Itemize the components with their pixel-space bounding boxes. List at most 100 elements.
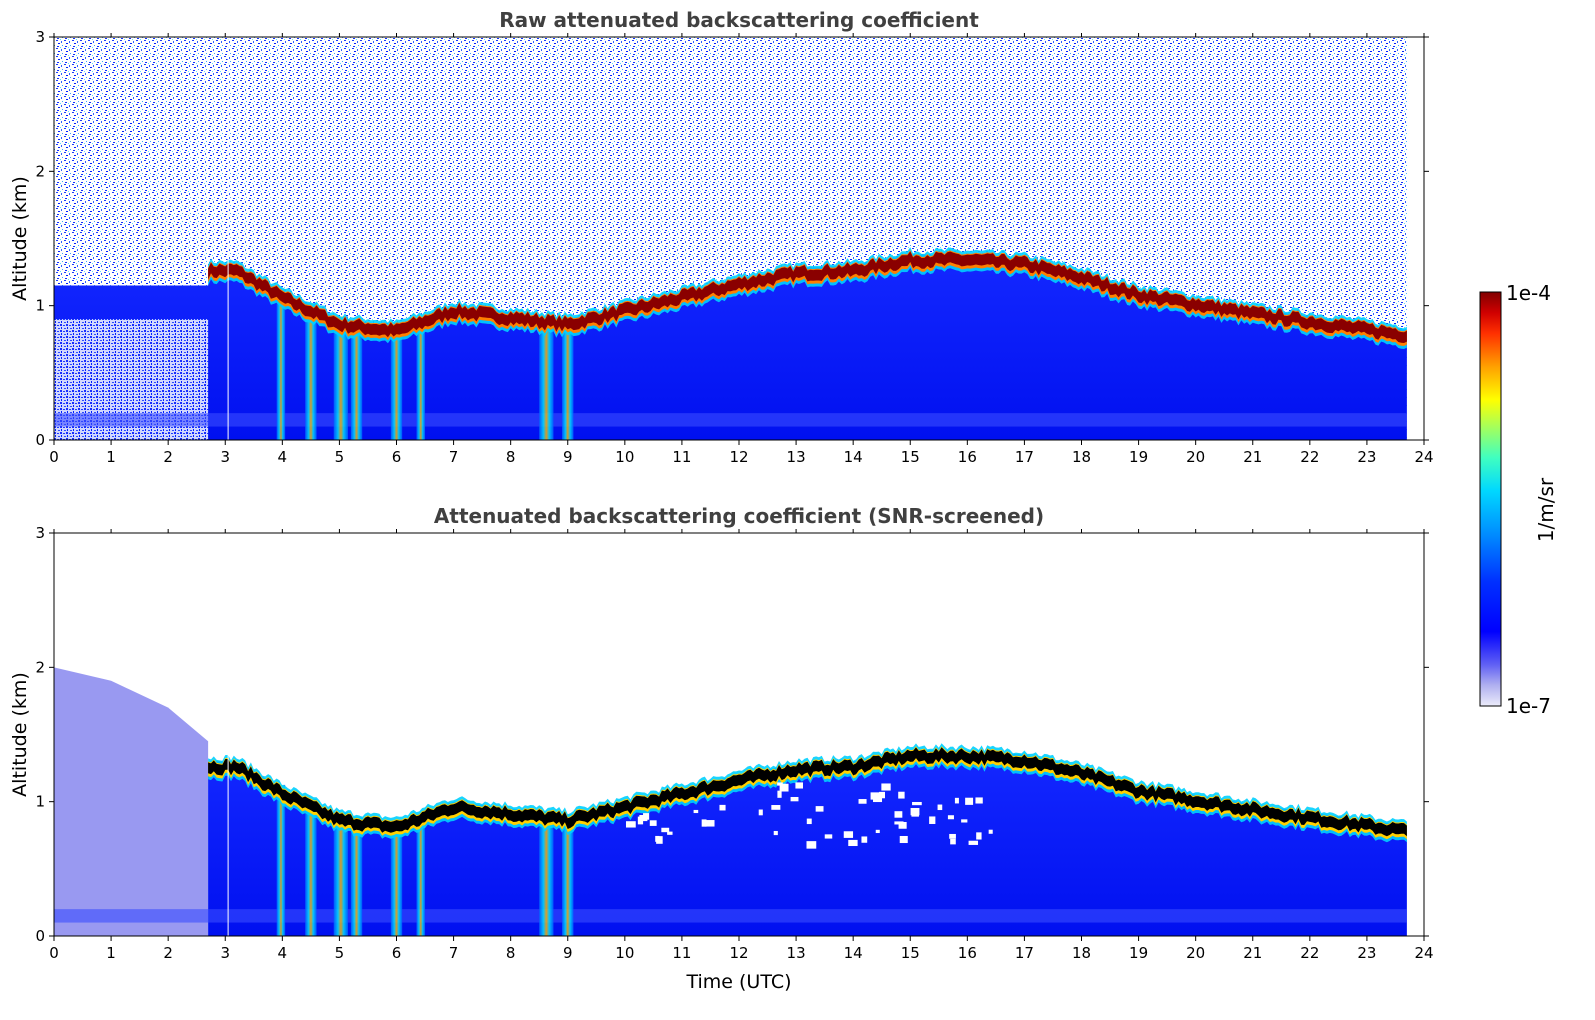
x-tick-label: 4 [278,448,288,466]
y-tick-label: 1 [35,297,45,315]
cloud-layer [208,747,1407,837]
x-tick-label: 2 [163,448,173,466]
panel2-heatmap [54,667,1407,936]
screened-gap [954,797,959,804]
screened-gap [961,819,968,823]
x-axis-label: Time (UTC) [685,971,791,993]
x-tick-label: 1 [106,448,116,466]
precip-streak [562,318,574,440]
x-tick-label: 8 [506,944,516,962]
precip-streak [305,302,317,440]
screened-gap [912,801,922,806]
x-tick-label: 9 [563,448,573,466]
y-tick-label: 0 [35,431,45,449]
screened-gap [861,836,868,843]
screened-gap [879,791,885,799]
x-tick-label: 12 [729,448,748,466]
screened-gap [949,833,956,839]
x-tick-label: 15 [901,944,920,962]
surface-band [54,413,1407,427]
x-tick-label: 10 [615,448,634,466]
precip-streak [350,320,363,440]
precip-streak [539,811,554,936]
screened-gap [937,804,943,811]
colorbar-unit-label: 1/m/sr [1534,477,1558,542]
precip-streak [350,816,363,936]
x-tick-label: 22 [1300,448,1319,466]
x-tick-label: 17 [1015,944,1034,962]
x-tick-label: 17 [1015,448,1034,466]
x-tick-label: 5 [335,944,345,962]
screened-gap [858,799,867,804]
screened-gap [881,783,891,791]
x-tick-label: 12 [729,944,748,962]
precip-streak [562,814,574,936]
precip-streak [539,315,554,440]
y-tick-label: 3 [35,28,45,46]
x-tick-label: 21 [1243,944,1262,962]
panel1-y-ticks: 0 1 2 3 [35,28,1429,449]
screened-gap [898,791,905,799]
screened-gap [643,813,650,820]
screened-gap [667,831,673,835]
panel1-title: Raw attenuated backscattering coefficien… [499,8,979,32]
screened-gap [777,790,782,798]
screened-gap [950,838,956,845]
precip-streak [416,318,426,440]
screened-gap [988,829,993,834]
x-tick-label: 11 [672,944,691,962]
x-tick-label: 4 [278,944,288,962]
x-tick-label: 8 [506,448,516,466]
x-tick-label: 13 [787,448,806,466]
x-tick-label: 23 [1357,944,1376,962]
colorbar-gradient [1479,291,1502,707]
x-tick-label: 16 [958,944,977,962]
colorbar-min-label: 1e-7 [1506,694,1551,718]
x-tick-label: 19 [1129,944,1148,962]
screened-gap [790,796,799,802]
x-tick-label: 19 [1129,448,1148,466]
x-tick-label: 22 [1300,944,1319,962]
screened-gap [779,783,789,792]
panel1-y-axis-label: Altitude (km) [9,176,31,301]
screened-gap [758,809,763,816]
screened-gap [795,782,803,789]
screened-gap [701,819,707,827]
cloud-layer [208,251,1407,343]
screened-gap [625,821,636,828]
x-tick-label: 14 [844,944,863,962]
x-tick-label: 0 [49,448,59,466]
x-tick-label: 6 [392,944,402,962]
precip-streak [333,316,348,440]
colorbar-max-label: 1e-4 [1506,281,1551,305]
screened-gap [894,811,903,818]
x-tick-label: 0 [49,944,59,962]
panel2-y-axis-label: Altitude (km) [9,672,31,797]
screened-gap [870,792,881,800]
screened-gap [911,810,919,817]
x-tick-label: 5 [335,448,345,466]
screened-gap [975,797,983,804]
screened-gap [771,805,781,810]
y-tick-label: 3 [35,524,45,542]
x-tick-label: 11 [672,448,691,466]
x-tick-label: 7 [449,944,459,962]
screened-gap [649,820,657,826]
x-tick-label: 23 [1357,448,1376,466]
precip-streak [333,812,348,936]
precip-streak [390,821,403,936]
x-tick-label: 15 [901,448,920,466]
screened-gap [637,816,644,825]
x-tick-label: 24 [1414,448,1433,466]
precip-streak [390,325,403,440]
panel1-heatmap [54,37,1407,440]
screened-gap [693,809,699,814]
screened-gap [824,834,833,839]
x-tick-label: 21 [1243,448,1262,466]
screened-gap [661,827,670,833]
aerosol-region [54,667,209,936]
screened-gap [965,797,974,805]
x-tick-label: 7 [449,448,459,466]
screened-gap [705,820,715,827]
